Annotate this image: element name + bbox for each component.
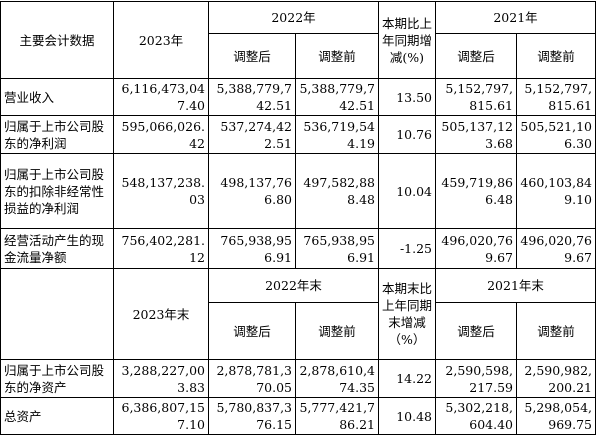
header-cell	[0, 268, 114, 360]
header-cell: 调整前	[516, 33, 596, 79]
header-cell: 2021年末	[435, 268, 596, 303]
data-row: 总资产 6,386,807,157.10 5,780,837,376.15 5,777…	[0, 397, 596, 435]
data-row: 归属于上市公司股东的净资产 3,288,227,003.83 2,878,781,3…	[0, 359, 596, 398]
value-cell: 14.22	[378, 359, 436, 398]
value-cell: 10.04	[378, 153, 436, 229]
row-label: 总资产	[0, 397, 114, 435]
row-label: 归属于上市公司股东的净利润	[0, 115, 114, 154]
row-label: 营业收入	[0, 78, 114, 116]
value-cell: 756,402,281.12	[113, 228, 209, 269]
data-row: 营业收入 6,116,473,047.40 5,388,779,742.51 5,38…	[0, 78, 596, 116]
value-cell: 13.50	[378, 78, 436, 116]
value-cell: 5,777,421,786.21	[295, 397, 379, 435]
value-cell: 505,137,123.68	[435, 115, 517, 154]
header-row: 调整后 调整前 调整后 调整前	[1, 33, 596, 79]
value-cell: 10.76	[378, 115, 436, 154]
value-cell: 5,780,837,376.15	[208, 397, 296, 435]
header-row: 2023年末 2022年末 本期末比上年同期末增减（%） 2021年末	[0, 268, 596, 360]
value-cell: 5,388,779,742.51	[295, 78, 379, 116]
value-cell: 2,590,982,200.21	[516, 359, 596, 398]
header-cell: 调整前	[516, 302, 596, 360]
value-cell: 5,152,797,815.61	[435, 78, 517, 116]
value-cell: 5,302,218,604.40	[435, 397, 517, 435]
value-cell: 6,386,807,157.10	[113, 397, 209, 435]
header-cell: 2021年	[435, 1, 596, 34]
data-row: 经营活动产生的现金流量净额 756,402,281.12 765,938,956.9…	[0, 228, 596, 269]
header-cell: 2023年	[113, 1, 209, 79]
data-row: 归属于上市公司股东的扣除非经常性损益的净利润 548,137,238.03 498,…	[0, 153, 596, 229]
row-label: 归属于上市公司股东的净资产	[0, 359, 114, 398]
value-cell: 496,020,769.67	[516, 228, 596, 269]
value-cell: 765,938,956.91	[208, 228, 296, 269]
value-cell: 765,938,956.91	[295, 228, 379, 269]
header-cell: 主要会计数据	[0, 1, 114, 79]
value-cell: 595,066,026.42	[113, 115, 209, 154]
value-cell: 5,388,779,742.51	[208, 78, 296, 116]
value-cell: 5,152,797,815.61	[516, 78, 596, 116]
value-cell: 2,590,598,217.59	[435, 359, 517, 398]
header-cell: 调整后	[435, 33, 517, 79]
header-row: 主要会计数据 2023年 2022年 本期比上年同期增减(%) 2021年	[0, 1, 596, 79]
header-cell: 2022年末	[208, 268, 379, 303]
row-label: 经营活动产生的现金流量净额	[0, 228, 114, 269]
header-cell: 调整前	[295, 33, 379, 79]
header-row: 调整后 调整前 调整后 调整前	[1, 302, 596, 360]
value-cell: 498,137,766.80	[208, 153, 296, 229]
header-cell: 2022年	[208, 1, 379, 34]
header-cell: 调整后	[208, 33, 296, 79]
value-cell: 5,298,054,969.75	[516, 397, 596, 435]
header-cell: 2023年末	[113, 268, 209, 360]
value-cell: 10.48	[378, 397, 436, 435]
value-cell: 460,103,849.10	[516, 153, 596, 229]
value-cell: 537,274,422.51	[208, 115, 296, 154]
value-cell: 536,719,544.19	[295, 115, 379, 154]
row-label: 归属于上市公司股东的扣除非经常性损益的净利润	[0, 153, 114, 229]
header-cell: 调整后	[208, 302, 296, 360]
value-cell: -1.25	[378, 228, 436, 269]
value-cell: 505,521,106.30	[516, 115, 596, 154]
value-cell: 3,288,227,003.83	[113, 359, 209, 398]
value-cell: 2,878,781,370.05	[208, 359, 296, 398]
value-cell: 496,020,769.67	[435, 228, 517, 269]
value-cell: 459,719,866.48	[435, 153, 517, 229]
header-cell: 本期末比上年同期末增减（%）	[378, 268, 436, 360]
value-cell: 548,137,238.03	[113, 153, 209, 229]
value-cell: 6,116,473,047.40	[113, 78, 209, 116]
data-row: 归属于上市公司股东的净利润 595,066,026.42 537,274,422.5…	[0, 115, 596, 154]
value-cell: 2,878,610,474.35	[295, 359, 379, 398]
value-cell: 497,582,888.48	[295, 153, 379, 229]
header-cell: 调整后	[435, 302, 517, 360]
header-cell: 调整前	[295, 302, 379, 360]
header-cell: 本期比上年同期增减(%)	[378, 1, 436, 79]
